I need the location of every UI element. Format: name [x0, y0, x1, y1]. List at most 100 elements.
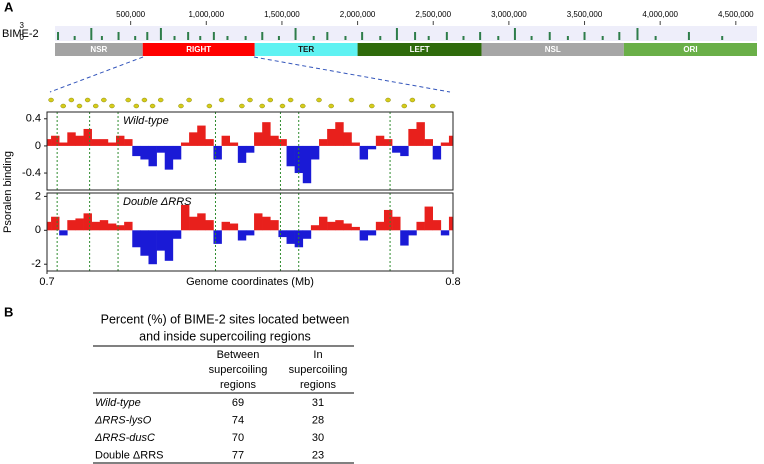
table-title: and inside supercoiling regions: [139, 329, 311, 343]
binding-bar: [408, 230, 417, 236]
binding-bar: [302, 230, 312, 239]
binding-bar: [359, 230, 369, 241]
track-label: BIME-2: [2, 28, 39, 40]
table-cell: 30: [312, 432, 324, 444]
bime-site: [267, 97, 274, 103]
binding-bar: [319, 216, 328, 231]
binding-bar: [327, 221, 336, 231]
x-tick-label: 2,000,000: [340, 10, 376, 19]
table-cell: 69: [232, 397, 244, 409]
binding-bar: [47, 221, 52, 231]
site-bar: [146, 32, 149, 40]
region: [254, 43, 358, 56]
binding-bar: [440, 230, 450, 236]
bime-site: [247, 97, 253, 103]
y-tick-label: 0.4: [26, 113, 41, 125]
site-bar: [326, 32, 329, 40]
binding-bar: [213, 145, 222, 160]
site-bar: [654, 36, 657, 40]
binding-bar: [294, 145, 304, 174]
region-label: RIGHT: [186, 45, 211, 54]
region-label: NSR: [90, 45, 107, 54]
site-bar: [57, 32, 60, 40]
binding-bar: [367, 145, 377, 150]
binding-bar: [319, 139, 328, 146]
region-label: NSL: [545, 45, 561, 54]
x-tick-label: 4,000,000: [642, 10, 678, 19]
site-bar: [312, 36, 315, 40]
binding-bar: [383, 139, 393, 146]
binding-bar: [172, 230, 182, 239]
bime-site: [429, 103, 436, 109]
track-background: [55, 26, 757, 41]
binding-bar: [140, 230, 149, 256]
region: [481, 43, 624, 56]
bime-site: [300, 103, 306, 109]
region-label: ORI: [683, 45, 697, 54]
binding-bar: [392, 145, 401, 153]
table-cell: 70: [232, 432, 244, 444]
binding-bar: [254, 132, 263, 146]
binding-bar: [75, 218, 84, 231]
site-bar: [462, 36, 465, 40]
site-bar: [100, 36, 103, 40]
site-bar: [548, 32, 551, 40]
bime-site: [133, 103, 140, 109]
region: [357, 43, 482, 56]
binding-bar: [392, 216, 401, 231]
binding-bar: [99, 139, 109, 146]
binding-bar: [124, 139, 133, 146]
site-bar: [618, 32, 621, 40]
site-bar: [199, 36, 202, 40]
site-bar: [513, 28, 516, 40]
x-tick-label: 1,500,000: [264, 10, 300, 19]
binding-bar: [221, 221, 230, 231]
bime-site: [178, 103, 184, 109]
binding-bar: [367, 230, 377, 236]
site-bar: [277, 36, 280, 40]
binding-bar: [327, 128, 336, 146]
region-label: LEFT: [410, 45, 430, 54]
binding-bar: [132, 145, 141, 157]
site-bar: [212, 32, 215, 40]
plot: [47, 204, 453, 265]
bime-site: [218, 97, 225, 103]
site-bar: [134, 36, 137, 40]
table-cell: 31: [312, 397, 324, 409]
binding-bar: [156, 145, 166, 153]
site-bar: [497, 36, 500, 40]
bime-site: [385, 97, 391, 103]
binding-bar: [156, 230, 166, 251]
binding-bar: [448, 135, 453, 146]
binding-bar: [424, 139, 433, 146]
bime-site: [60, 103, 66, 109]
x-tick-label: 3,500,000: [567, 10, 603, 19]
binding-bar: [351, 142, 360, 146]
site-bar: [687, 32, 690, 40]
y-tick-label: 3: [20, 21, 25, 30]
bime-site: [287, 97, 294, 103]
bime-site: [401, 103, 408, 109]
panel-label: B: [4, 304, 13, 319]
panel-strain-label: Wild-type: [123, 115, 169, 127]
site-bar: [721, 36, 724, 40]
column-header: Between: [217, 349, 260, 361]
binding-bar: [47, 139, 52, 146]
bime-site: [409, 97, 416, 103]
binding-bar: [229, 223, 239, 231]
x-tick-label: 0.8: [445, 276, 460, 288]
panel-label: A: [4, 0, 14, 14]
panel-strain-label: Double ΔRRS: [123, 196, 192, 208]
y-axis-label: Psoralen binding: [2, 151, 14, 233]
binding-bar: [416, 122, 425, 146]
binding-bar: [132, 230, 141, 248]
site-bar: [159, 28, 162, 40]
binding-bar: [286, 230, 295, 244]
x-tick-label: 500,000: [116, 10, 145, 19]
binding-bar: [375, 221, 385, 231]
binding-bar: [400, 145, 409, 157]
bime-site: [348, 97, 355, 103]
binding-bar: [59, 142, 68, 146]
table-cell: 28: [312, 414, 324, 426]
binding-bar: [180, 142, 190, 146]
